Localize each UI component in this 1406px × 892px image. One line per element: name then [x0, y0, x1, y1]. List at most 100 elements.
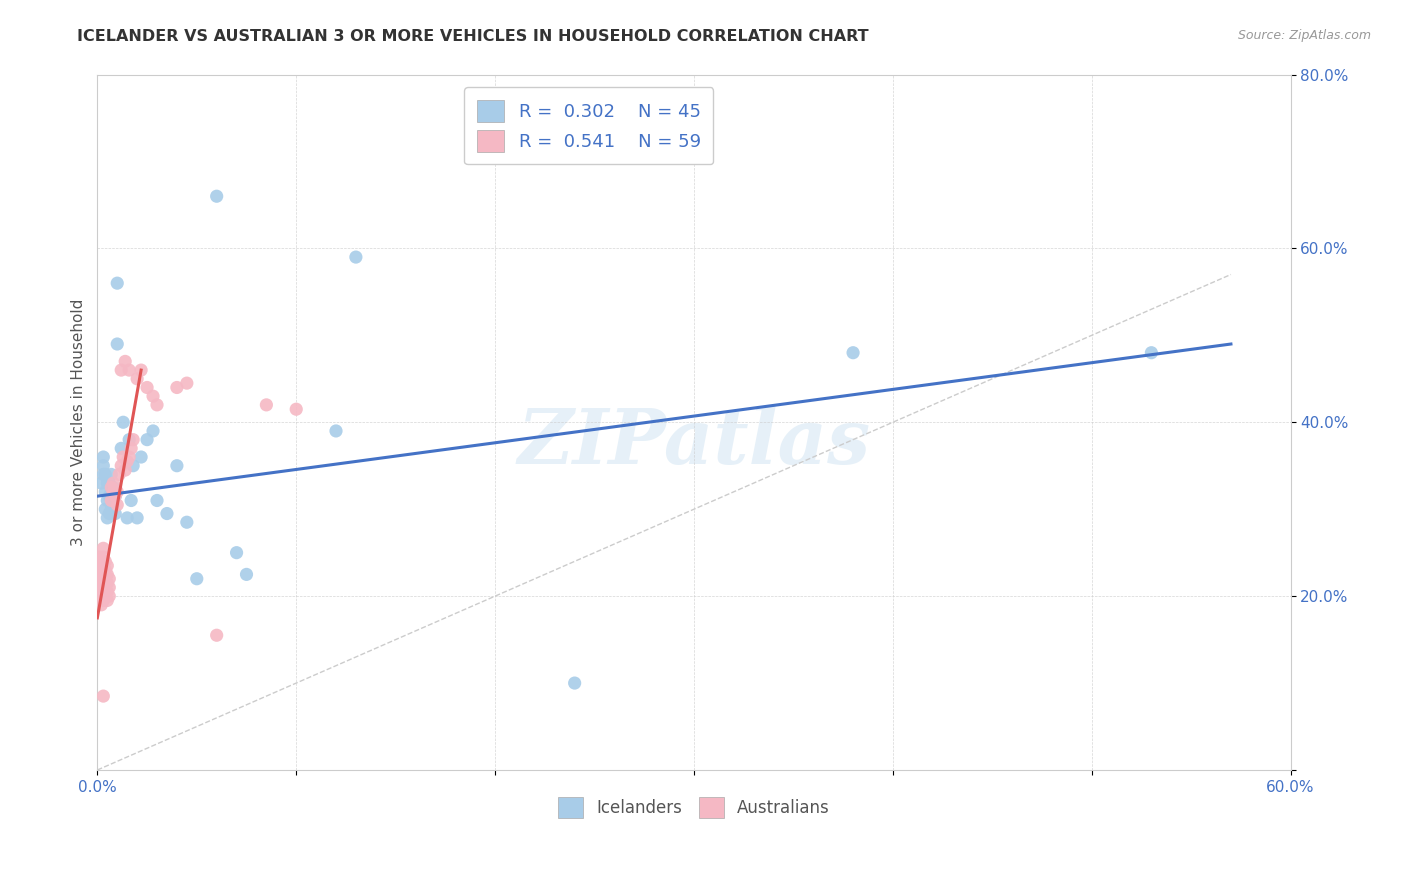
Australians	[110, 363, 132, 377]
Icelanders	[91, 450, 114, 464]
Icelanders	[564, 676, 586, 690]
Text: Source: ZipAtlas.com: Source: ZipAtlas.com	[1237, 29, 1371, 42]
Icelanders	[91, 467, 114, 482]
Icelanders	[146, 493, 169, 508]
Australians	[136, 380, 159, 394]
Australians	[91, 689, 114, 703]
Australians	[90, 554, 112, 568]
Australians	[89, 576, 111, 591]
Icelanders	[176, 515, 198, 529]
Icelanders	[96, 511, 118, 525]
Icelanders	[156, 507, 179, 521]
Australians	[112, 450, 135, 464]
Australians	[96, 558, 118, 573]
Icelanders	[98, 476, 121, 491]
Australians	[110, 458, 132, 473]
Australians	[104, 489, 127, 503]
Australians	[118, 363, 141, 377]
Icelanders	[104, 489, 127, 503]
Icelanders	[110, 442, 132, 456]
Icelanders	[225, 546, 247, 560]
Australians	[98, 581, 121, 595]
Australians	[91, 558, 114, 573]
Australians	[89, 558, 111, 573]
Icelanders	[344, 250, 367, 264]
Legend: Icelanders, Australians: Icelanders, Australians	[551, 790, 837, 824]
Australians	[127, 372, 149, 386]
Icelanders	[325, 424, 347, 438]
Icelanders	[1140, 345, 1163, 359]
Australians	[103, 484, 125, 499]
Australians	[94, 581, 117, 595]
Australians	[90, 572, 112, 586]
Australians	[96, 576, 118, 591]
Australians	[108, 467, 131, 482]
Australians	[146, 398, 169, 412]
Icelanders	[100, 484, 122, 499]
Icelanders	[136, 433, 159, 447]
Icelanders	[100, 467, 122, 482]
Icelanders	[94, 467, 117, 482]
Australians	[91, 567, 114, 582]
Icelanders	[98, 489, 121, 503]
Australians	[100, 493, 122, 508]
Australians	[91, 584, 114, 599]
Icelanders	[166, 458, 188, 473]
Australians	[96, 593, 118, 607]
Icelanders	[90, 476, 112, 491]
Icelanders	[104, 507, 127, 521]
Icelanders	[127, 511, 149, 525]
Australians	[90, 589, 112, 603]
Icelanders	[98, 507, 121, 521]
Australians	[91, 541, 114, 556]
Australians	[105, 484, 128, 499]
Australians	[90, 563, 112, 577]
Icelanders	[235, 567, 257, 582]
Australians	[103, 476, 125, 491]
Australians	[98, 572, 121, 586]
Icelanders	[186, 572, 208, 586]
Australians	[114, 463, 136, 477]
Australians	[105, 498, 128, 512]
Australians	[254, 398, 277, 412]
Australians	[91, 549, 114, 564]
Australians	[118, 450, 141, 464]
Icelanders	[96, 476, 118, 491]
Australians	[90, 581, 112, 595]
Australians	[94, 589, 117, 603]
Australians	[89, 567, 111, 582]
Text: ICELANDER VS AUSTRALIAN 3 OR MORE VEHICLES IN HOUSEHOLD CORRELATION CHART: ICELANDER VS AUSTRALIAN 3 OR MORE VEHICL…	[77, 29, 869, 44]
Icelanders	[105, 337, 128, 351]
Icelanders	[118, 433, 141, 447]
Icelanders	[103, 480, 125, 494]
Icelanders	[142, 424, 165, 438]
Icelanders	[103, 498, 125, 512]
Australians	[96, 584, 118, 599]
Y-axis label: 3 or more Vehicles in Household: 3 or more Vehicles in Household	[72, 299, 86, 546]
Australians	[90, 598, 112, 612]
Icelanders	[120, 493, 142, 508]
Icelanders	[842, 345, 865, 359]
Icelanders	[91, 458, 114, 473]
Australians	[176, 376, 198, 391]
Australians	[98, 589, 121, 603]
Icelanders	[105, 276, 128, 290]
Australians	[120, 442, 142, 456]
Australians	[166, 380, 188, 394]
Icelanders	[94, 502, 117, 516]
Australians	[91, 576, 114, 591]
Australians	[89, 549, 111, 564]
Australians	[96, 567, 118, 582]
Australians	[91, 593, 114, 607]
Icelanders	[94, 484, 117, 499]
Australians	[94, 563, 117, 577]
Australians	[285, 402, 308, 417]
Australians	[115, 454, 138, 468]
Australians	[205, 628, 228, 642]
Text: ZIPatlas: ZIPatlas	[517, 406, 870, 480]
Australians	[100, 480, 122, 494]
Icelanders	[129, 450, 152, 464]
Australians	[94, 554, 117, 568]
Icelanders	[205, 189, 228, 203]
Australians	[142, 389, 165, 403]
